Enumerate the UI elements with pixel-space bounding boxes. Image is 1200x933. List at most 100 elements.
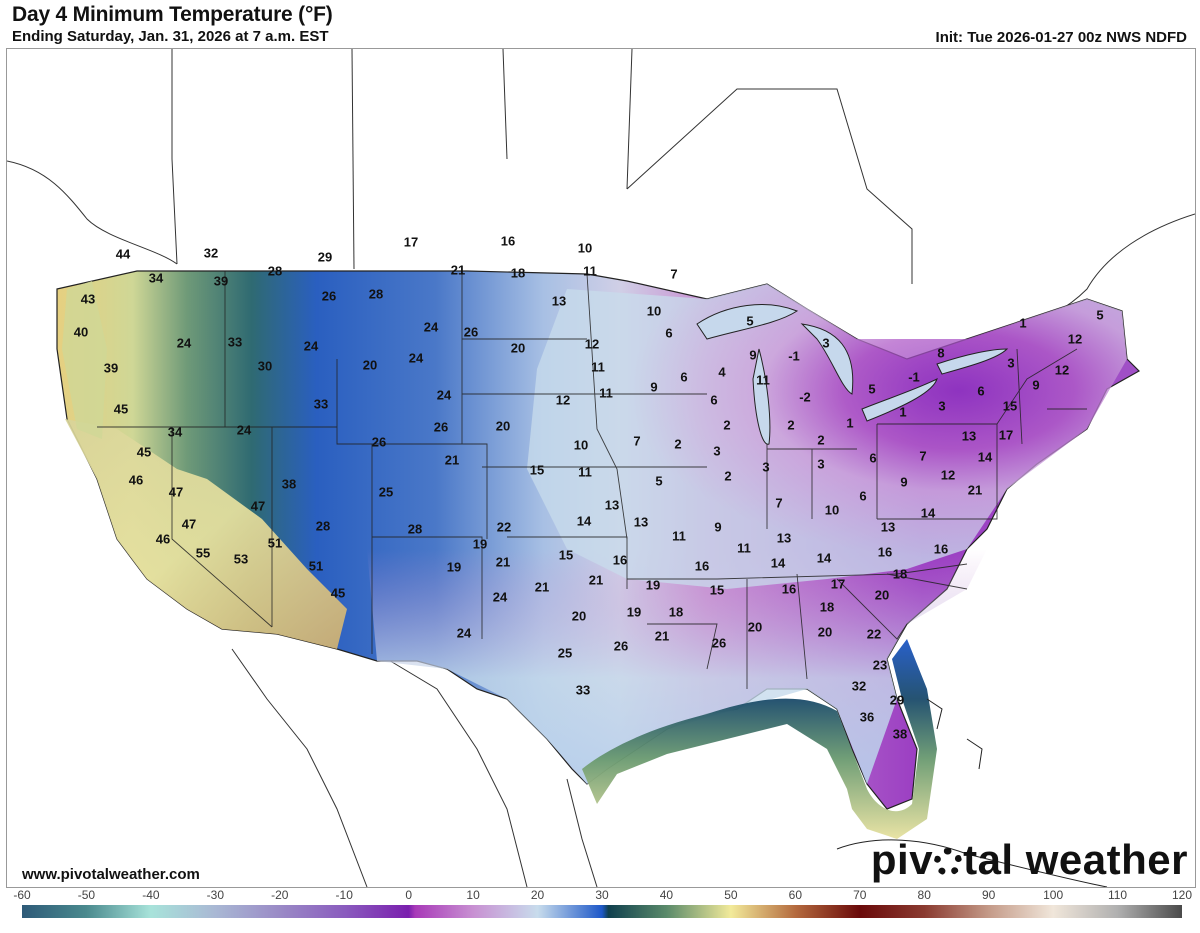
temperature-label: 20 bbox=[571, 608, 587, 624]
temperature-label: 43 bbox=[80, 291, 96, 307]
temperature-label: 28 bbox=[407, 521, 423, 537]
temperature-label: 11 bbox=[578, 464, 592, 480]
temperature-label: 12 bbox=[584, 336, 600, 352]
temperature-label: 26 bbox=[463, 324, 479, 340]
temperature-label: 45 bbox=[330, 585, 346, 601]
temperature-label: 11 bbox=[756, 372, 770, 388]
temperature-label: 26 bbox=[711, 635, 727, 651]
temperature-label: 18 bbox=[892, 566, 908, 582]
map-title: Day 4 Minimum Temperature (°F) bbox=[12, 3, 333, 26]
temperature-label: 45 bbox=[113, 401, 129, 417]
temperature-label: 9 bbox=[714, 519, 722, 535]
temperature-label: 21 bbox=[495, 554, 511, 570]
valid-time: Ending Saturday, Jan. 31, 2026 at 7 a.m.… bbox=[12, 28, 329, 45]
temperature-label: 20 bbox=[874, 587, 890, 603]
temperature-label: 24 bbox=[492, 589, 508, 605]
temperature-label: 24 bbox=[303, 338, 319, 354]
temperature-label: 28 bbox=[315, 518, 331, 534]
colorbar-tick-label: -60 bbox=[13, 888, 31, 902]
temperature-label: 12 bbox=[555, 392, 571, 408]
temperature-label: 16 bbox=[933, 541, 949, 557]
temperature-label: 10 bbox=[646, 303, 662, 319]
temperature-label: 47 bbox=[168, 484, 184, 500]
temperature-label: 24 bbox=[436, 387, 452, 403]
colorbar bbox=[22, 905, 1182, 918]
temperature-label: 25 bbox=[557, 645, 573, 661]
temperature-label: 7 bbox=[775, 495, 783, 511]
temperature-label: 44 bbox=[115, 246, 131, 262]
temperature-label: -1 bbox=[908, 369, 920, 385]
colorbar-tick-label: -20 bbox=[271, 888, 289, 902]
temperature-label: 24 bbox=[456, 625, 472, 641]
temperature-label: 12 bbox=[1067, 331, 1083, 347]
temperature-label: 3 bbox=[762, 459, 770, 475]
temperature-label: 3 bbox=[713, 443, 721, 459]
colorbar-tick-label: 20 bbox=[530, 888, 545, 902]
temperature-label: 2 bbox=[817, 432, 825, 448]
border-lines bbox=[7, 49, 1195, 887]
temperature-label: 1 bbox=[899, 404, 907, 420]
temperature-label: 21 bbox=[588, 572, 604, 588]
colorbar-tick-label: 50 bbox=[724, 888, 738, 902]
temperature-label: 24 bbox=[236, 422, 252, 438]
temperature-label: 36 bbox=[859, 709, 875, 725]
colorbar-tick-label: 110 bbox=[1107, 888, 1128, 902]
temperature-label: 18 bbox=[668, 604, 684, 620]
temperature-label: 33 bbox=[575, 682, 591, 698]
temperature-label: 47 bbox=[181, 516, 197, 532]
temperature-label: 34 bbox=[148, 270, 164, 286]
temperature-label: 29 bbox=[317, 249, 333, 265]
temperature-label: 21 bbox=[444, 452, 460, 468]
temperature-label: 34 bbox=[167, 424, 183, 440]
temperature-label: 20 bbox=[495, 418, 511, 434]
temperature-label: 5 bbox=[746, 313, 754, 329]
temperature-label: 20 bbox=[817, 624, 833, 640]
temperature-label: 24 bbox=[408, 350, 424, 366]
temperature-label: 9 bbox=[900, 474, 908, 490]
colorbar-tick-label: 60 bbox=[788, 888, 803, 902]
gulf-coastal-band bbox=[582, 639, 937, 839]
temperature-label: 6 bbox=[977, 383, 985, 399]
temperature-label: 14 bbox=[576, 513, 592, 529]
temperature-label: 2 bbox=[724, 468, 732, 484]
temperature-label: 14 bbox=[977, 449, 993, 465]
temperature-label: 19 bbox=[446, 559, 462, 575]
temperature-label: 20 bbox=[747, 619, 763, 635]
temperature-label: 16 bbox=[877, 544, 893, 560]
temperature-label: 6 bbox=[859, 488, 867, 504]
temperature-label: -1 bbox=[788, 348, 800, 364]
temperature-label: 9 bbox=[749, 347, 757, 363]
temperature-label: 15 bbox=[529, 462, 545, 478]
temperature-label: 6 bbox=[710, 392, 718, 408]
map-canvas bbox=[7, 49, 1195, 887]
colorbar-tick-label: 10 bbox=[466, 888, 480, 902]
temperature-label: 55 bbox=[195, 545, 211, 561]
temperature-label: 28 bbox=[267, 263, 283, 279]
temperature-label: 6 bbox=[680, 369, 688, 385]
temperature-label: 20 bbox=[510, 340, 526, 356]
temperature-label: 32 bbox=[851, 678, 867, 694]
temperature-label: 14 bbox=[816, 550, 832, 566]
temperature-label: 14 bbox=[920, 505, 936, 521]
temperature-label: 38 bbox=[281, 476, 297, 492]
temperature-label: 22 bbox=[866, 626, 882, 642]
colorbar-tick-label: -40 bbox=[142, 888, 160, 902]
colorbar-tick-label: 70 bbox=[853, 888, 867, 902]
temperature-label: 46 bbox=[155, 531, 171, 547]
website-url[interactable]: www.pivotalweather.com bbox=[22, 866, 200, 883]
caribbean-outlines bbox=[836, 698, 1108, 887]
temperature-label: 2 bbox=[787, 417, 795, 433]
logo-text-start: piv bbox=[870, 836, 934, 883]
temperature-label: 32 bbox=[203, 245, 219, 261]
temperature-label: 1 bbox=[1019, 315, 1027, 331]
temperature-label: 47 bbox=[250, 498, 266, 514]
colorbar-tick-label: 40 bbox=[659, 888, 674, 902]
temperature-label: 11 bbox=[599, 385, 613, 401]
colorbar-tick-label: 120 bbox=[1171, 888, 1193, 902]
temperature-label: 13 bbox=[776, 530, 792, 546]
temperature-label: 6 bbox=[665, 325, 673, 341]
init-time: Init: Tue 2026-01-27 00z NWS NDFD bbox=[935, 29, 1187, 46]
temperature-map: 44 32 34 39 28 29 17 16 21 18 10 11 7 43 26 28 13 10 5 40 24… bbox=[6, 48, 1196, 888]
temperature-label: 21 bbox=[967, 482, 983, 498]
temperature-label: 6 bbox=[869, 450, 877, 466]
